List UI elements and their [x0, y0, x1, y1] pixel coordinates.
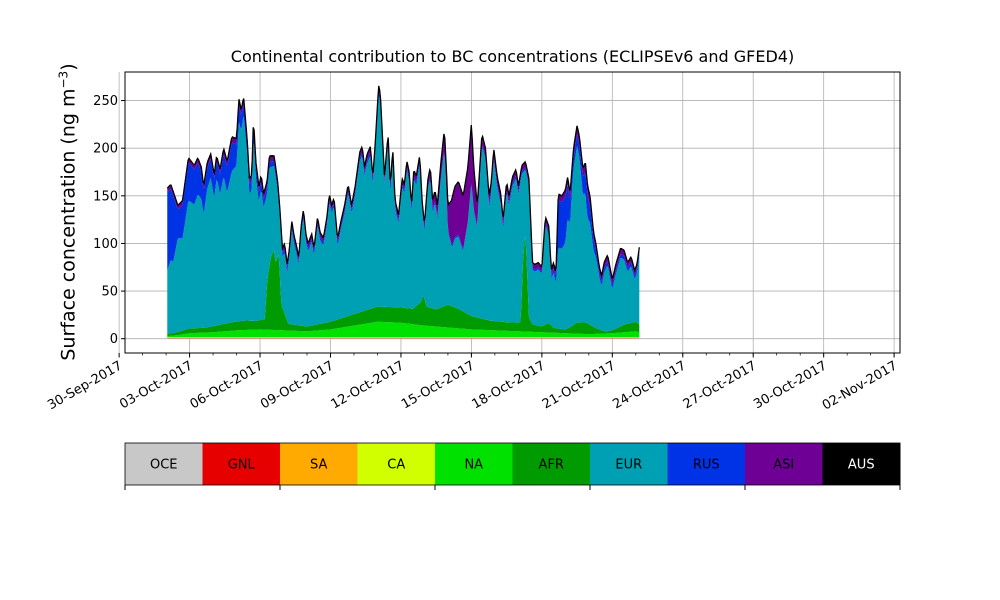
- area-afr: [167, 235, 640, 337]
- total-outline: [166, 85, 640, 279]
- x-tick-label: 18-Oct-2017: [470, 358, 548, 412]
- y-tick-label: 50: [101, 285, 118, 300]
- y-tick-label: 0: [110, 332, 118, 347]
- x-tick-label: 21-Oct-2017: [540, 358, 618, 412]
- legend-swatch-oce: [125, 443, 203, 485]
- y-tick-label: 100: [93, 237, 118, 252]
- y-tick-label: 150: [93, 189, 118, 204]
- legend-swatch-ca: [357, 443, 436, 485]
- x-tick-label: 12-Oct-2017: [329, 358, 407, 412]
- y-tick-label: 250: [93, 94, 118, 109]
- x-tick-label: 27-Oct-2017: [681, 358, 759, 412]
- legend-swatch-na: [435, 443, 513, 485]
- legend-swatch-gnl: [202, 443, 281, 485]
- legend-label-sa: SA: [310, 458, 327, 473]
- x-tick-label: 30-Oct-2017: [751, 358, 829, 412]
- x-tick-label: 30-Sep-2017: [45, 358, 125, 413]
- stacked-areas: [166, 85, 640, 339]
- legend-label-afr: AFR: [539, 458, 564, 473]
- region-colorbar: OCE GNL SA CA NA AFR EUR RUS ASI AUS: [124, 442, 901, 490]
- legend-swatch-rus: [667, 443, 746, 485]
- x-tick-label: 06-Oct-2017: [188, 358, 266, 412]
- chart-title: Continental contribution to BC concentra…: [230, 47, 795, 66]
- area-sa: [167, 337, 640, 339]
- x-tick-label: 24-Oct-2017: [610, 358, 688, 412]
- legend-label-rus: RUS: [693, 458, 720, 473]
- legend-label-aus: AUS: [848, 458, 875, 473]
- legend-label-eur: EUR: [615, 458, 642, 473]
- area-na: [167, 321, 640, 337]
- x-tick-label: 09-Oct-2017: [258, 358, 336, 412]
- area-eur: [167, 95, 640, 335]
- legend-label-oce: OCE: [150, 458, 178, 473]
- legend-label-gnl: GNL: [228, 458, 256, 473]
- plot-frame: [124, 71, 901, 354]
- colorbar-frame: [124, 442, 901, 486]
- x-tick-label: 15-Oct-2017: [399, 358, 477, 412]
- legend-swatch-eur: [590, 443, 668, 485]
- x-tick-label: 02-Nov-2017: [820, 358, 900, 413]
- legend-label-na: NA: [464, 458, 483, 473]
- y-tick-label: 200: [93, 142, 118, 157]
- legend-swatch-aus: [822, 443, 901, 485]
- area-asi: [167, 87, 640, 284]
- area-rus: [167, 91, 640, 288]
- legend-swatch-afr: [512, 443, 591, 485]
- x-tick-label: 03-Oct-2017: [117, 358, 195, 412]
- legend-swatch-sa: [280, 443, 358, 485]
- legend-swatch-asi: [745, 443, 823, 485]
- legend-label-asi: ASI: [773, 458, 794, 473]
- legend-label-ca: CA: [387, 458, 405, 473]
